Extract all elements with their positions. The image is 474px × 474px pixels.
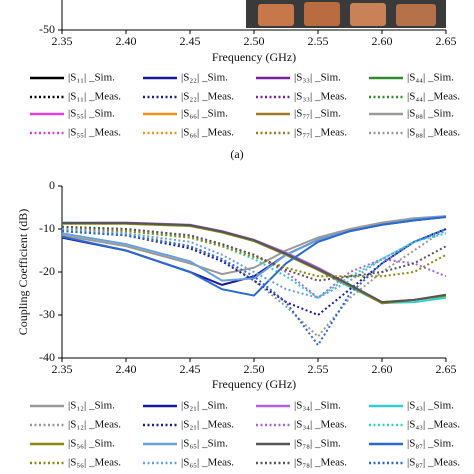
legend-label: |S₈₈| _Sim. [407, 108, 454, 120]
series-line [61, 221, 447, 305]
legend-label: |S₁₂| _Sim. [68, 400, 115, 412]
x-tick-label: 2.65 [436, 34, 457, 48]
x-tick-label: 2.35 [52, 362, 73, 376]
legend-label: |S₁₂| _Meas. [68, 419, 121, 431]
legend-label: |S₇₈| _Sim. [294, 438, 341, 450]
legend-label: |S₄₃| _Meas. [407, 419, 460, 431]
legend-label: |S₂₂| _Meas. [181, 91, 234, 103]
series-line [61, 225, 447, 282]
series-line [62, 222, 447, 304]
legend-label: |S₆₆| _Meas. [181, 127, 234, 139]
legend-label: |S₃₄| _Meas. [294, 419, 347, 431]
legend-label: |S₄₄| _Sim. [407, 72, 454, 84]
series-line [61, 228, 447, 338]
series-line [61, 215, 447, 276]
legend-label: |S₁₁| _Meas. [68, 91, 121, 103]
legend-label: |S₂₁| _Sim. [181, 400, 228, 412]
legend-label: |S₈₈| _Meas. [407, 127, 460, 139]
x-axis-label: Frequency (GHz) [212, 377, 296, 391]
series-line [61, 216, 447, 297]
x-tick-label: 2.40 [116, 34, 137, 48]
legend-label: |S₃₄| _Sim. [294, 400, 341, 412]
legend-label: |S₈₇| _Sim. [407, 438, 454, 450]
legend-label: |S₅₆| _Meas. [68, 457, 121, 469]
x-tick-label: 2.60 [372, 362, 393, 376]
series-line [61, 228, 447, 347]
legend-label: |S₄₄| _Meas. [407, 91, 460, 103]
legend-label: |S₃₃| _Meas. [294, 91, 347, 103]
y-tick-label: -50 [39, 22, 55, 36]
series-line [61, 228, 447, 278]
y-axis-label: Coupling Coefficient (dB) [16, 209, 30, 335]
series-line [62, 221, 447, 304]
x-tick-label: 2.55 [308, 34, 329, 48]
x-tick-label: 2.35 [52, 34, 73, 48]
y-tick-label: -10 [39, 221, 55, 235]
y-tick-label: 0 [49, 178, 55, 192]
x-tick-label: 2.50 [244, 362, 265, 376]
legend-label: |S₇₇| _Meas. [294, 127, 347, 139]
series-line [61, 216, 447, 286]
caption: (a) [230, 147, 243, 161]
x-tick-label: 2.50 [244, 34, 265, 48]
series-line [62, 222, 447, 305]
y-tick-label: -20 [39, 264, 55, 278]
series-line [61, 228, 447, 317]
x-tick-label: 2.45 [180, 34, 201, 48]
x-tick-label: 2.55 [308, 362, 329, 376]
x-tick-label: 2.45 [180, 362, 201, 376]
legend-label: |S₅₅| _Meas. [68, 127, 121, 139]
legend-label: |S₅₅| _Sim. [68, 108, 115, 120]
legend-label: |S₆₅| _Sim. [181, 438, 228, 450]
series-line [61, 225, 447, 300]
legend-label: |S₆₆| _Sim. [181, 108, 228, 120]
legend-label: |S₅₆| _Sim. [68, 438, 115, 450]
x-tick-label: 2.65 [436, 362, 457, 376]
legend-label: |S₈₇| _Meas. [407, 457, 460, 469]
legend-label: |S₇₈| _Meas. [294, 457, 347, 469]
series-line [61, 228, 447, 299]
legend-label: |S₁₁| _Sim. [68, 72, 115, 84]
legend-label: |S₃₃| _Sim. [294, 72, 341, 84]
y-tick-label: -30 [39, 307, 55, 321]
x-axis-label: Frequency (GHz) [212, 50, 296, 64]
photo-inset [246, 0, 446, 28]
x-tick-label: 2.60 [372, 34, 393, 48]
legend-label: |S₇₇| _Sim. [294, 108, 341, 120]
x-tick-label: 2.40 [116, 362, 137, 376]
legend-label: |S₂₂| _Sim. [181, 72, 228, 84]
legend-label: |S₆₅| _Meas. [181, 457, 234, 469]
y-tick-label: -40 [39, 350, 55, 364]
legend-label: |S₄₃| _Sim. [407, 400, 454, 412]
legend-label: |S₂₁| _Meas. [181, 419, 234, 431]
